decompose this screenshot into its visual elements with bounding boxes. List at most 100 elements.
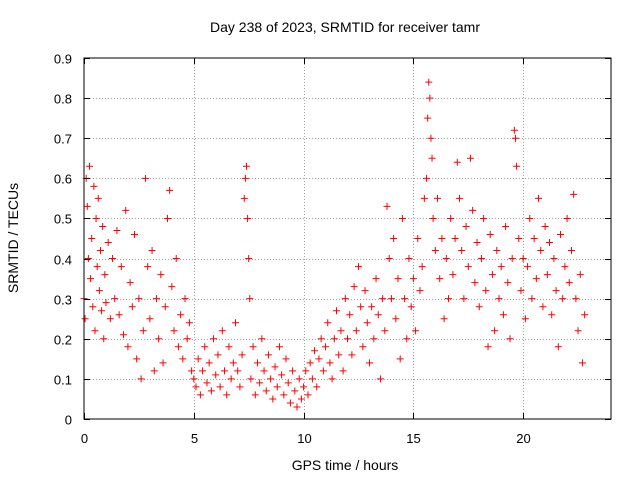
- x-tick-label: 15: [406, 431, 420, 446]
- data-point: [335, 351, 343, 359]
- data-point: [144, 263, 152, 271]
- data-point: [280, 391, 288, 399]
- data-point: [81, 315, 89, 323]
- data-point: [319, 367, 327, 375]
- data-point: [559, 295, 567, 303]
- data-point: [473, 239, 481, 247]
- data-point: [146, 315, 154, 323]
- data-point: [157, 271, 165, 279]
- data-point: [302, 367, 310, 375]
- data-point: [352, 327, 360, 335]
- data-point: [300, 383, 308, 391]
- data-point: [565, 279, 573, 287]
- data-point: [438, 235, 446, 242]
- data-point: [530, 235, 538, 242]
- data-point: [418, 263, 426, 271]
- data-point: [396, 355, 404, 363]
- data-point: [453, 158, 461, 166]
- data-point: [293, 403, 301, 411]
- data-point: [85, 162, 93, 170]
- data-point: [92, 214, 100, 222]
- data-point: [348, 351, 356, 359]
- data-point: [313, 383, 321, 391]
- x-tick-label: 20: [516, 431, 530, 446]
- x-axis-label: GPS time / hours: [292, 457, 399, 473]
- data-point: [532, 275, 540, 283]
- data-point: [354, 263, 362, 271]
- data-point: [326, 359, 334, 367]
- data-point: [357, 303, 365, 311]
- data-point: [412, 327, 420, 335]
- data-point: [264, 351, 272, 359]
- data-point: [88, 235, 96, 242]
- data-point: [179, 355, 187, 363]
- data-point: [458, 247, 466, 255]
- data-point: [188, 367, 196, 375]
- data-point: [317, 335, 325, 343]
- data-point: [528, 295, 536, 303]
- data-point: [269, 395, 277, 403]
- data-point: [199, 367, 207, 375]
- data-point: [253, 359, 261, 367]
- data-point: [122, 206, 130, 214]
- data-point: [99, 222, 107, 230]
- data-point: [381, 327, 389, 335]
- data-point: [115, 311, 123, 319]
- data-point: [510, 126, 518, 134]
- data-point: [212, 371, 220, 379]
- data-point: [196, 391, 204, 399]
- data-point: [414, 235, 422, 242]
- data-point: [240, 194, 248, 202]
- data-point: [416, 287, 424, 295]
- data-point: [282, 355, 290, 363]
- data-point: [339, 367, 347, 375]
- data-point: [205, 359, 213, 367]
- data-point: [216, 383, 224, 391]
- data-point: [511, 134, 519, 142]
- data-point: [376, 375, 384, 383]
- gridlines: [84, 58, 611, 419]
- data-point: [245, 255, 253, 263]
- data-point: [131, 230, 139, 238]
- data-point: [429, 214, 437, 222]
- data-point: [484, 343, 492, 351]
- data-point: [524, 263, 532, 271]
- data-point: [90, 182, 98, 190]
- data-point: [83, 202, 91, 210]
- data-point: [223, 391, 231, 399]
- data-point: [203, 379, 211, 387]
- data-point: [513, 162, 521, 170]
- data-point: [567, 247, 575, 255]
- data-point: [488, 271, 496, 279]
- data-point: [515, 235, 523, 242]
- data-point: [541, 222, 549, 230]
- data-point: [480, 214, 488, 222]
- data-point: [401, 295, 409, 303]
- data-point: [442, 255, 450, 263]
- data-point: [390, 235, 398, 242]
- data-point: [471, 279, 479, 287]
- y-tick-label: 0.6: [54, 172, 72, 187]
- data-point: [333, 307, 341, 315]
- data-point: [407, 303, 415, 311]
- data-point: [315, 355, 323, 363]
- data-point: [570, 190, 578, 198]
- data-point: [139, 327, 147, 335]
- y-tick-labels: 0 0.1 0.2 0.3 0.4 0.5 0.6 0.7 0.8 0.9: [54, 52, 72, 428]
- data-point: [552, 287, 560, 295]
- data-point: [497, 263, 505, 271]
- data-point: [113, 226, 121, 234]
- data-points: [80, 78, 589, 411]
- data-point: [100, 335, 108, 343]
- x-tick-labels: 0 5 10 15 20: [81, 431, 531, 446]
- data-point: [372, 275, 380, 283]
- data-point: [374, 311, 382, 319]
- y-tick-label: 0.3: [54, 293, 72, 308]
- data-point: [93, 263, 101, 271]
- data-point: [297, 395, 305, 403]
- data-point: [368, 303, 376, 311]
- data-point: [405, 255, 413, 263]
- data-point: [101, 271, 109, 279]
- data-point: [148, 247, 156, 255]
